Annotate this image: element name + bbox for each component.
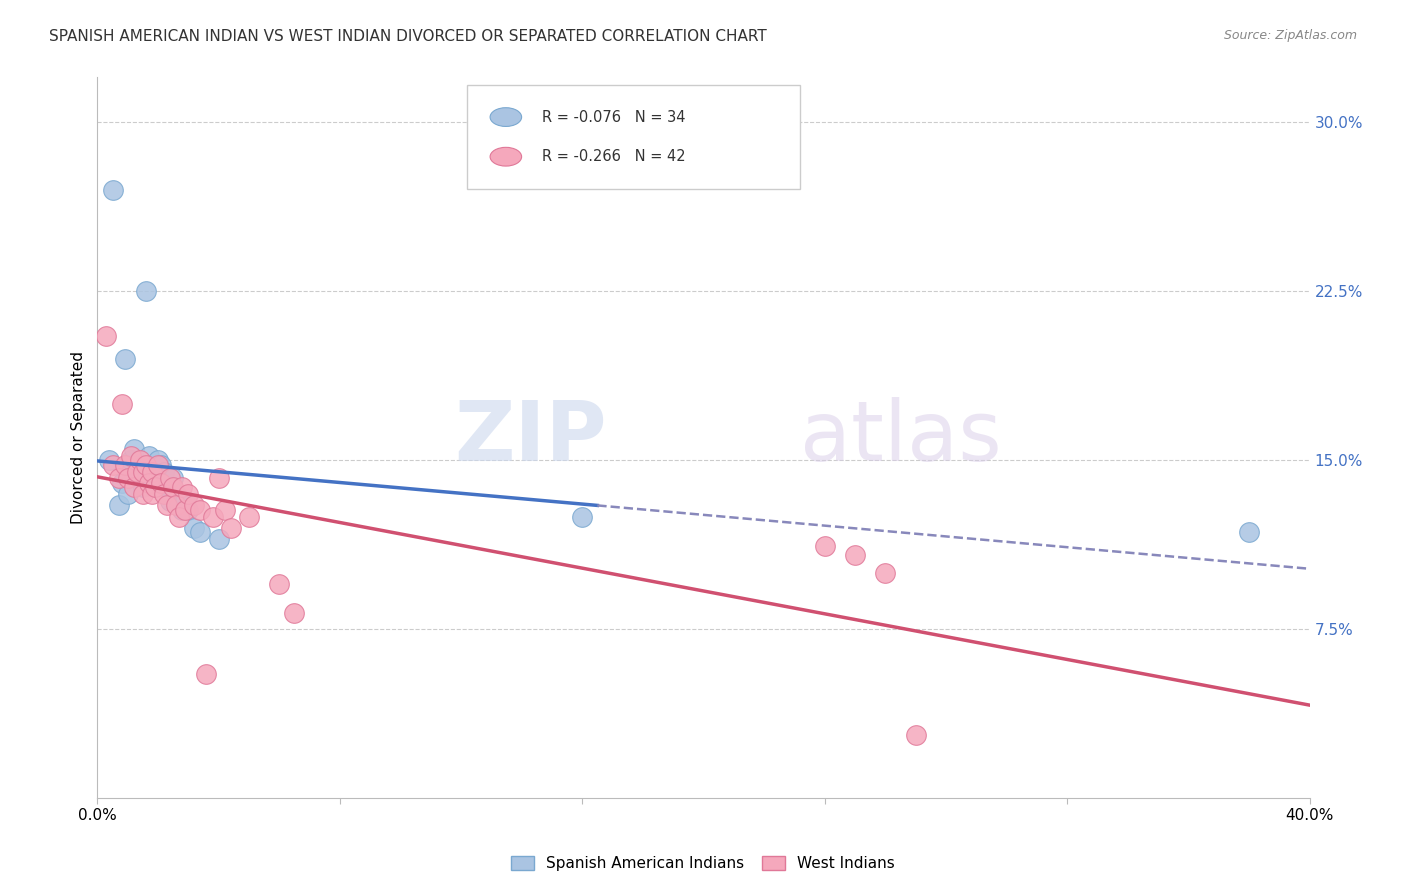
Point: [844, 548, 866, 562]
Point: [141, 465, 163, 479]
Point: [190, 503, 212, 517]
Point: [138, 475, 160, 490]
Circle shape: [491, 108, 522, 127]
Point: [141, 465, 163, 479]
Point: [190, 525, 212, 540]
Point: [135, 458, 157, 472]
Point: [120, 449, 142, 463]
Point: [159, 471, 181, 485]
Point: [125, 458, 148, 472]
Point: [114, 458, 136, 472]
Point: [122, 442, 145, 456]
Point: [1237, 525, 1260, 540]
Text: atlas: atlas: [800, 397, 1002, 478]
Point: [132, 480, 155, 494]
Point: [172, 480, 194, 494]
Point: [177, 503, 200, 517]
FancyBboxPatch shape: [467, 85, 800, 189]
Point: [132, 487, 155, 501]
Text: R = -0.076   N = 34: R = -0.076 N = 34: [543, 110, 686, 125]
Point: [159, 493, 181, 508]
Point: [174, 493, 197, 508]
Point: [571, 509, 593, 524]
Point: [132, 458, 155, 472]
Point: [162, 471, 184, 485]
Point: [238, 509, 260, 524]
Point: [117, 458, 139, 472]
Point: [101, 183, 124, 197]
Point: [165, 487, 187, 501]
Point: [143, 480, 166, 494]
Point: [904, 728, 927, 742]
Point: [183, 521, 205, 535]
Point: [207, 471, 229, 485]
Point: [167, 498, 190, 512]
Point: [138, 449, 160, 463]
Point: [107, 498, 129, 512]
Point: [146, 475, 169, 490]
Point: [98, 453, 121, 467]
Point: [101, 458, 124, 472]
Text: Source: ZipAtlas.com: Source: ZipAtlas.com: [1223, 29, 1357, 42]
Point: [207, 532, 229, 546]
Point: [107, 471, 129, 485]
Point: [219, 521, 242, 535]
Point: [156, 498, 179, 512]
Point: [143, 480, 166, 494]
Point: [146, 458, 169, 472]
Circle shape: [491, 147, 522, 166]
Point: [128, 453, 150, 467]
Text: ZIP: ZIP: [454, 397, 606, 478]
Text: R = -0.266   N = 42: R = -0.266 N = 42: [543, 149, 686, 164]
Point: [125, 465, 148, 479]
Point: [132, 465, 155, 479]
Point: [135, 285, 157, 299]
Point: [195, 667, 218, 681]
Point: [283, 607, 305, 621]
Point: [214, 503, 236, 517]
Point: [110, 475, 132, 490]
Point: [141, 487, 163, 501]
Point: [174, 503, 197, 517]
Point: [167, 509, 190, 524]
Legend: Spanish American Indians, West Indians: Spanish American Indians, West Indians: [505, 849, 901, 877]
Point: [153, 465, 176, 479]
Point: [96, 329, 118, 343]
Point: [172, 503, 194, 517]
Point: [875, 566, 897, 580]
Point: [183, 498, 205, 512]
Point: [150, 458, 173, 472]
Text: SPANISH AMERICAN INDIAN VS WEST INDIAN DIVORCED OR SEPARATED CORRELATION CHART: SPANISH AMERICAN INDIAN VS WEST INDIAN D…: [49, 29, 766, 44]
Point: [814, 539, 837, 553]
Point: [156, 480, 179, 494]
Y-axis label: Divorced or Separated: Divorced or Separated: [72, 351, 86, 524]
Point: [153, 487, 176, 501]
Point: [177, 487, 200, 501]
Point: [165, 498, 187, 512]
Point: [150, 475, 173, 490]
Point: [122, 480, 145, 494]
Point: [117, 471, 139, 485]
Point: [114, 351, 136, 366]
Point: [117, 487, 139, 501]
Point: [269, 577, 291, 591]
Point: [146, 453, 169, 467]
Point: [162, 480, 184, 494]
Point: [201, 509, 224, 524]
Point: [128, 471, 150, 485]
Point: [120, 453, 142, 467]
Point: [110, 397, 132, 411]
